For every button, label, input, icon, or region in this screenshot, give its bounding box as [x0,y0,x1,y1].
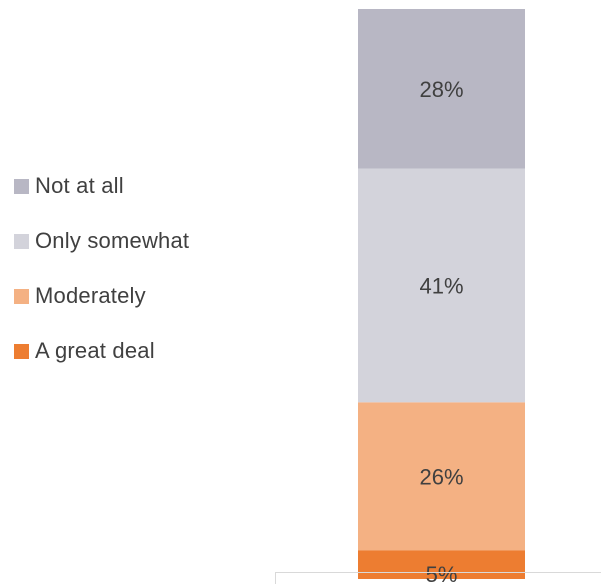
legend-label-moderately: Moderately [35,283,146,308]
legend-item-only-somewhat: Only somewhat [14,227,189,255]
legend-swatch-moderately [14,288,29,304]
legend-swatch-not-at-all [14,178,29,194]
legend-swatch-a-great-deal [14,343,29,359]
data-label-not-at-all: 28% [419,77,463,102]
legend-item-not-at-all: Not at all [14,172,189,200]
data-label-only-somewhat: 41% [419,273,463,298]
bar-segment-moderately [358,402,525,551]
legend-label-only-somewhat: Only somewhat [35,228,190,253]
bar-segment-only-somewhat [358,168,525,403]
bar-segment-a-great-deal [358,550,525,579]
legend-label-not-at-all: Not at all [35,173,124,198]
legend: Not at all Only somewhat Moderately A great… [14,172,189,392]
bar-stack: 5%26%41%28% [358,9,525,582]
legend-label-a-great-deal: A great deal [35,338,155,363]
legend-item-moderately: Moderately [14,282,189,310]
plot-area-border [275,572,601,584]
legend-item-a-great-deal: A great deal [14,337,189,365]
legend-swatch-only-somewhat [14,233,29,249]
bar-segment-not-at-all [358,9,525,169]
data-label-moderately: 26% [419,464,463,489]
